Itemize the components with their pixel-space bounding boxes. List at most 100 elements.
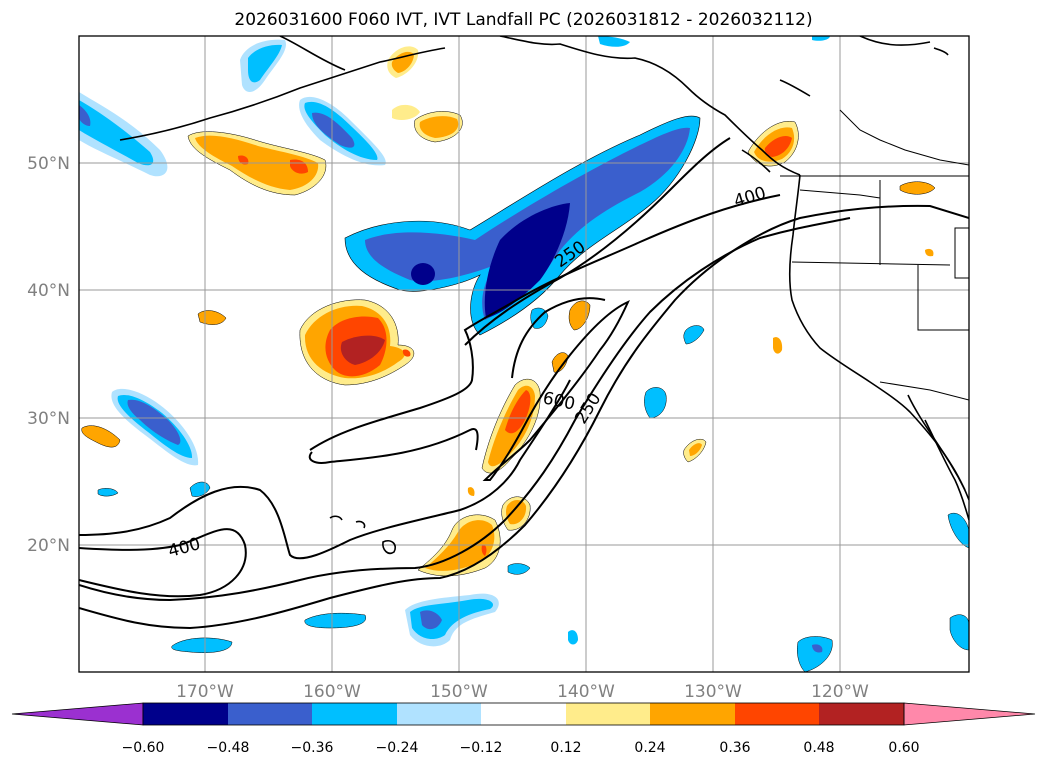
contour-label-600: 600 bbox=[541, 388, 577, 414]
colorbar-tick-7: 0.36 bbox=[719, 740, 750, 756]
neg-blob-r bbox=[598, 36, 630, 47]
mainland-mexico bbox=[924, 419, 969, 521]
contour-outer-400 bbox=[79, 204, 969, 630]
pos-blob-e-mid bbox=[506, 500, 527, 525]
contour-400-west bbox=[79, 379, 571, 560]
colorbar bbox=[11, 702, 1036, 726]
lon-label-160w: 160°W bbox=[303, 682, 361, 702]
pos-blob-h-mid bbox=[391, 51, 414, 73]
contour-400-top bbox=[464, 137, 731, 346]
pos-blob-f-core bbox=[764, 136, 792, 157]
lon-label-170w: 170°W bbox=[176, 682, 234, 702]
neg-blob-d-core bbox=[127, 399, 181, 445]
neg-blob-nw-inner bbox=[79, 100, 154, 166]
ivt-contours bbox=[79, 137, 969, 630]
lon-label-120w: 120°W bbox=[811, 682, 869, 702]
colorbar-tick-9: 0.60 bbox=[888, 740, 919, 756]
hawaii-3 bbox=[382, 540, 397, 555]
colorbar-tick-4: −0.12 bbox=[460, 740, 503, 756]
neg-blob-j bbox=[947, 512, 969, 549]
aleutian-chain bbox=[119, 47, 446, 141]
arctic-islands bbox=[859, 36, 931, 46]
neg-blob-k bbox=[644, 387, 667, 419]
neg-blob-h-core bbox=[812, 644, 823, 653]
id-mt bbox=[954, 227, 969, 279]
lon-labels: 170°W 160°W 150°W 140°W 130°W 120°W bbox=[176, 682, 869, 702]
map-frame bbox=[78, 35, 970, 673]
colorbar-tick-2: −0.36 bbox=[291, 740, 334, 756]
hawaii-2 bbox=[355, 520, 366, 529]
political-borders bbox=[780, 109, 969, 401]
colorbar-tick-8: 0.48 bbox=[803, 740, 834, 756]
pos-blob-m bbox=[81, 425, 121, 448]
colorbar-tick-5: 0.12 bbox=[550, 740, 581, 756]
contour-label-400-a: 400 bbox=[732, 183, 769, 212]
colorbar-tick-0: −0.60 bbox=[122, 740, 165, 756]
colorbar-tick-6: 0.24 bbox=[634, 740, 665, 756]
neg-blob-i bbox=[949, 614, 969, 651]
ca-nv-diagonal bbox=[917, 265, 969, 331]
alaska-coast bbox=[499, 36, 801, 176]
lat-label-50n: 50°N bbox=[27, 154, 70, 174]
gridlines bbox=[79, 36, 969, 672]
contour-250-west bbox=[79, 528, 247, 598]
pos-blob-b-core bbox=[340, 335, 385, 365]
lon-label-130w: 130°W bbox=[684, 682, 742, 702]
neg-blob-l bbox=[683, 325, 705, 345]
neg-core-small bbox=[411, 263, 435, 285]
pos-blob-a-core1 bbox=[238, 155, 249, 165]
us-mexico-border bbox=[879, 381, 969, 401]
neg-blob-e-core bbox=[420, 610, 442, 630]
pos-blob-o bbox=[899, 181, 936, 195]
pos-blob-l-mid bbox=[689, 443, 702, 456]
vancouver-island bbox=[741, 149, 771, 173]
neg-blob-c-mid bbox=[248, 44, 282, 83]
contour-250-inner bbox=[511, 297, 606, 379]
neg-band-core bbox=[484, 203, 570, 318]
colorbar-bin-9 bbox=[819, 703, 904, 725]
neg-blob-g bbox=[171, 637, 233, 653]
coastlines bbox=[119, 36, 969, 555]
neg-blob-b-core bbox=[312, 112, 355, 148]
colorbar-extend-low bbox=[11, 702, 144, 726]
colorbar-outline bbox=[142, 702, 905, 726]
colorbar-bin-8 bbox=[735, 703, 819, 725]
neg-blob-p bbox=[97, 488, 119, 497]
pos-blob-q bbox=[925, 248, 934, 257]
neg-blob-o bbox=[507, 563, 531, 575]
canada-alaska-border bbox=[839, 109, 969, 166]
lat-label-30n: 30°N bbox=[27, 409, 70, 429]
colorbar-ticks: −0.60 −0.48 −0.36 −0.24 −0.12 0.12 0.24 … bbox=[122, 740, 920, 756]
bering-coast bbox=[279, 36, 346, 71]
lat-label-40n: 40°N bbox=[27, 281, 70, 301]
colorbar-bin-2 bbox=[228, 703, 312, 725]
neg-blob-nw-core bbox=[79, 105, 91, 126]
pos-blob-g-mid bbox=[419, 116, 459, 138]
neg-blob-s bbox=[812, 36, 830, 41]
colorbar-bin-6 bbox=[566, 703, 650, 725]
or-ca-border bbox=[791, 261, 951, 266]
colorbar-extend-high bbox=[903, 702, 1036, 726]
lat-label-20n: 20°N bbox=[27, 536, 70, 556]
lon-label-150w: 150°W bbox=[430, 682, 488, 702]
neg-blob-h bbox=[797, 636, 833, 672]
pos-blob-n bbox=[197, 310, 227, 325]
pos-blob-b-dot bbox=[402, 349, 411, 357]
ivt-shading bbox=[79, 36, 969, 672]
pos-blob-r bbox=[467, 487, 475, 496]
island-b bbox=[933, 47, 949, 56]
contour-400-upper bbox=[309, 194, 781, 451]
neg-blob-f bbox=[304, 612, 367, 629]
lon-label-140w: 140°W bbox=[557, 682, 615, 702]
pos-blob-c-core bbox=[505, 390, 531, 434]
hawaii-1 bbox=[329, 515, 343, 521]
pos-blob-p bbox=[773, 337, 783, 354]
pos-blob-i bbox=[392, 104, 420, 120]
pos-blob-j bbox=[568, 300, 591, 331]
pos-blob-d-core bbox=[481, 544, 487, 556]
contour-250-upper bbox=[308, 428, 479, 464]
colorbar-bin-3 bbox=[312, 703, 397, 725]
lat-labels: 50°N 40°N 30°N 20°N bbox=[27, 154, 70, 556]
colorbar-bin-4 bbox=[397, 703, 481, 725]
